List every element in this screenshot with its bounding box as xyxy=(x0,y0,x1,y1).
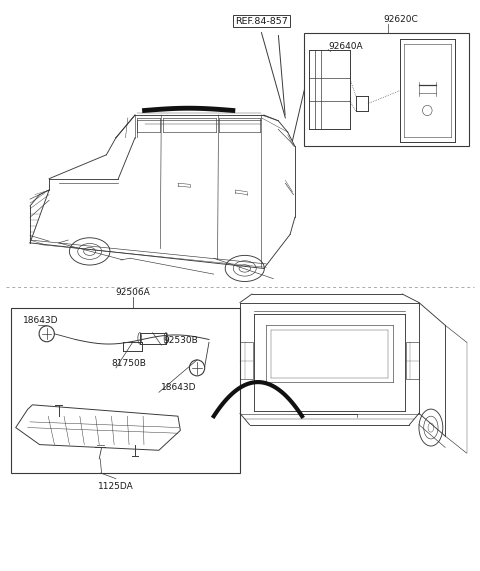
Text: 18643D: 18643D xyxy=(161,383,197,392)
Text: 81750B: 81750B xyxy=(111,359,146,368)
Text: 92506A: 92506A xyxy=(115,288,150,297)
Text: 92640A: 92640A xyxy=(328,42,363,51)
Text: REF.84-857: REF.84-857 xyxy=(235,17,288,26)
Text: 18643D: 18643D xyxy=(23,316,59,325)
Text: 92530B: 92530B xyxy=(164,336,198,345)
Text: 1125DA: 1125DA xyxy=(98,481,134,490)
Text: 92620C: 92620C xyxy=(383,15,418,24)
